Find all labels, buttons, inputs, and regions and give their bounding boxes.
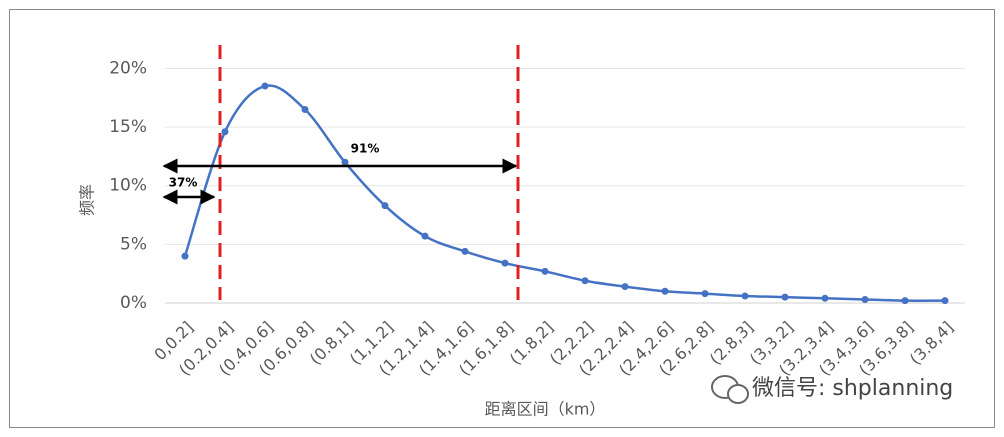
- point: [701, 290, 709, 298]
- y-tick-label: 0%: [120, 293, 147, 313]
- point: [341, 158, 349, 166]
- watermark-icon: [711, 375, 749, 404]
- point: [861, 295, 869, 303]
- y-axis-label: 频率: [78, 184, 97, 216]
- y-tick-label: 10%: [109, 176, 147, 196]
- x-tick-label: (1.8,2]: [506, 318, 557, 369]
- point: [421, 232, 429, 240]
- x-tick-label: (3.8,4]: [906, 318, 957, 369]
- point: [501, 259, 509, 267]
- line: [183, 84, 946, 302]
- point: [741, 292, 749, 300]
- point: [461, 247, 469, 255]
- annotation: 37%: [169, 176, 198, 190]
- point: [541, 267, 549, 275]
- point: [181, 252, 189, 260]
- frame: [9, 9, 995, 428]
- point: [821, 294, 829, 302]
- point: [661, 287, 669, 295]
- x-tick-label: (2.8,3]: [706, 318, 757, 369]
- point: [581, 277, 589, 285]
- point: [621, 283, 629, 291]
- plot: 0%5%10%15%20%0,0.2](0.2,0.4](0.4,0.6](0.…: [109, 58, 965, 379]
- annotation: 91%: [351, 142, 380, 156]
- y-tick-label: 5%: [120, 234, 147, 254]
- point: [901, 297, 909, 305]
- point: [941, 297, 949, 305]
- point: [301, 106, 309, 113]
- point: [261, 82, 269, 90]
- y-tick-label: 20%: [109, 58, 147, 78]
- point: [221, 128, 229, 136]
- x-axis-label: 距离区间（km）: [485, 400, 606, 419]
- watermark: 微信号: shplanning: [752, 376, 953, 401]
- point: [781, 293, 789, 301]
- point: [381, 202, 389, 210]
- y-tick-label: 15%: [109, 117, 147, 137]
- x-tick-label: (0.8,1]: [306, 318, 357, 369]
